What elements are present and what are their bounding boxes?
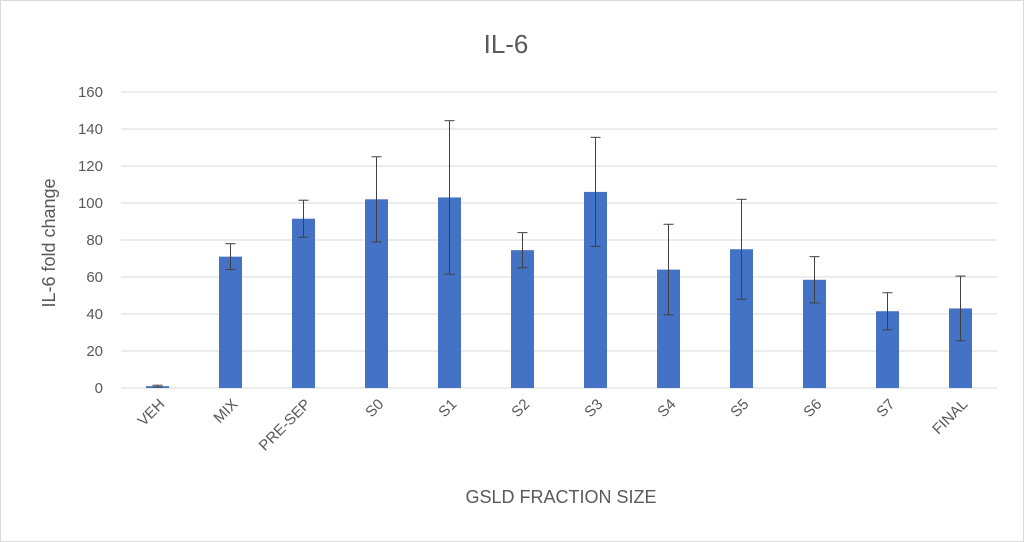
x-axis-ticks: VEH MIX PRE-SEP S0 S1 S2 S3 S4 S5 S6 S7 FINAL	[134, 396, 971, 455]
y-axis-title: IL-6 fold change	[39, 178, 59, 307]
x-tick-label: S0	[362, 396, 387, 421]
x-tick-label: S7	[873, 396, 898, 421]
x-tick-label: VEH	[134, 396, 168, 430]
x-axis-title: GSLD FRACTION SIZE	[465, 487, 656, 507]
error-bars	[152, 120, 966, 388]
y-tick-label: 120	[78, 158, 103, 175]
error-bar	[955, 275, 966, 342]
error-bar	[444, 120, 455, 275]
bar	[219, 256, 242, 388]
error-bar	[663, 223, 674, 316]
y-tick-label: 40	[86, 306, 103, 323]
bar	[803, 279, 826, 388]
error-bar	[590, 136, 601, 247]
error-bar	[517, 232, 528, 269]
x-tick-label: S1	[435, 396, 460, 421]
y-tick-label: 20	[86, 343, 103, 360]
bar	[365, 199, 388, 388]
x-tick-label: FINAL	[929, 396, 971, 438]
bar	[657, 269, 680, 388]
bar	[292, 218, 315, 388]
y-axis-ticks: 0 20 40 60 80 100 120 140 160	[78, 84, 103, 397]
x-tick-label: PRE-SEP	[256, 396, 315, 455]
gridlines	[121, 91, 997, 389]
bar	[876, 311, 899, 388]
y-tick-label: 80	[86, 232, 103, 249]
y-tick-label: 160	[78, 84, 103, 101]
error-bar	[882, 292, 893, 331]
x-tick-label: S4	[654, 396, 679, 421]
x-tick-label: S5	[727, 396, 752, 421]
y-tick-label: 0	[95, 380, 103, 397]
error-bar	[225, 243, 236, 271]
error-bar	[298, 199, 309, 238]
chart-title: IL-6	[484, 29, 529, 59]
x-tick-label: S2	[508, 396, 533, 421]
bar	[730, 249, 753, 388]
bar	[511, 250, 534, 388]
error-bar	[809, 256, 820, 304]
bars	[146, 191, 972, 388]
y-tick-label: 100	[78, 195, 103, 212]
bar	[438, 197, 461, 388]
x-tick-label: MIX	[210, 396, 241, 427]
x-tick-label: S3	[581, 396, 606, 421]
bar	[949, 308, 972, 388]
error-bar	[152, 384, 163, 388]
y-tick-label: 60	[86, 269, 103, 286]
x-tick-label: S6	[800, 396, 825, 421]
error-bar	[371, 156, 382, 243]
error-bar	[736, 198, 747, 300]
y-tick-label: 140	[78, 121, 103, 138]
bar	[584, 191, 607, 388]
